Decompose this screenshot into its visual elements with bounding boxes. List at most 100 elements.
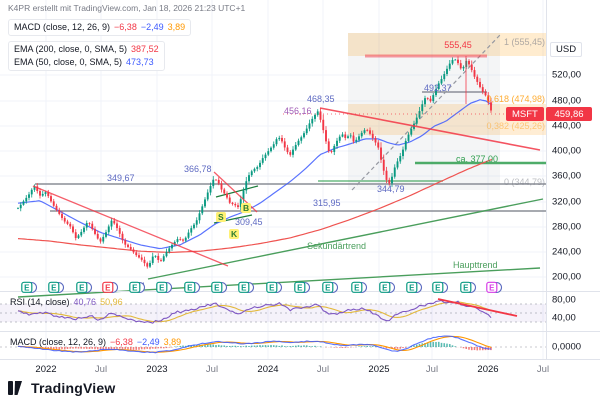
svg-text:E: E (159, 283, 165, 292)
marker-s[interactable]: S (216, 212, 226, 222)
earnings-beat-icon[interactable]: E (21, 281, 39, 294)
price-tick: 240,00 (552, 246, 582, 258)
macd-signal-value: 3,89 (167, 22, 186, 32)
price-tick: 200,00 (552, 271, 582, 283)
tradingview-logo-text: TradingView (31, 380, 116, 396)
candles-layer (17, 56, 492, 269)
level-label-492[interactable]: 492,37 (424, 83, 452, 93)
ema50-line[interactable] (17, 99, 493, 250)
time-tick-year: 2026 (477, 364, 499, 375)
neckline-a[interactable] (215, 185, 259, 198)
svg-text:E: E (382, 283, 388, 292)
level-label-555[interactable]: 555,45 (444, 40, 472, 50)
trend-label-haupt[interactable]: Haupttrend (453, 260, 498, 270)
levels-layer (17, 34, 546, 298)
price-axis[interactable]: USD 459,86 520,00 480,00 440,00 400,00 360,0… (546, 0, 600, 360)
price-tick: 320,00 (552, 196, 582, 208)
ema50-legend-row[interactable]: EMA (50, close, 0, SMA, 5) 473,73 (14, 56, 159, 69)
time-tick-year: 2022 (35, 364, 57, 375)
fib-baseline-dashed[interactable] (351, 34, 501, 191)
trend-down-2022[interactable] (32, 185, 229, 267)
price-tick: 440,00 (552, 120, 582, 132)
macd-line[interactable] (17, 335, 492, 354)
marker-k[interactable]: K (229, 229, 240, 239)
earnings-beat-icon[interactable]: E (379, 281, 397, 294)
ema200-line[interactable] (17, 158, 493, 253)
earnings-beat-icon[interactable]: E (156, 281, 174, 294)
fib-label-0382[interactable]: 0,382 (425,26) (486, 121, 545, 131)
chart-attribution: K4PR erstellt mit TradingView.com, Jan 1… (8, 3, 246, 13)
trendlines-layer (32, 54, 546, 317)
ema-legend[interactable]: EMA (200, close, 0, SMA, 5) 387,52 EMA (5… (8, 41, 165, 71)
rsi-trend-red[interactable] (437, 298, 518, 317)
fib-label-1[interactable]: 1 (555,45) (503, 37, 545, 47)
svg-text:E: E (187, 283, 193, 292)
svg-text:E: E (435, 283, 441, 292)
level-label-377[interactable]: ca. 377,00 (456, 154, 499, 164)
rsi-line[interactable] (17, 299, 492, 324)
level-label-344[interactable]: 344,79 (377, 184, 405, 194)
earnings-beat-icon[interactable]: E (184, 281, 202, 294)
ema200-legend-row[interactable]: EMA (200, close, 0, SMA, 5) 387,52 (14, 43, 159, 56)
time-tick-year: 2025 (368, 364, 390, 375)
earnings-beat-icon[interactable]: E (266, 281, 284, 294)
trend-down-2024[interactable] (319, 107, 541, 151)
svg-text:E: E (24, 283, 30, 292)
earnings-beat-icon[interactable]: E (432, 281, 450, 294)
ema-layer (17, 99, 493, 253)
fib-zone-top[interactable] (348, 33, 546, 56)
rsi-legend[interactable]: RSI (14, close) 40,76 50,96 (10, 296, 123, 308)
svg-text:E: E (214, 283, 220, 292)
earnings-beat-icon[interactable]: E (460, 281, 478, 294)
earnings-beat-icon[interactable]: E (211, 281, 229, 294)
macd-value: −2,49 (140, 22, 164, 32)
svg-text:E: E (463, 283, 469, 292)
tradingview-logo[interactable]: TradingView (8, 380, 115, 396)
fib-label-0[interactable]: 0 (344,79) (503, 177, 545, 187)
earnings-beat-icon[interactable]: E (48, 281, 66, 294)
sekundaertrend-line[interactable] (147, 198, 544, 280)
earnings-beat-icon[interactable]: E (322, 281, 340, 294)
ema50-title: EMA (50, close, 0, SMA, 5) (14, 57, 123, 67)
earnings-miss-icon[interactable]: E (102, 281, 120, 294)
rsi-ma-value: 50,96 (100, 297, 123, 307)
time-tick-month: Jul (94, 364, 108, 375)
svg-text:E: E (297, 283, 303, 292)
macd-legend-top[interactable]: MACD (close, 12, 26, 9) −6,38 −2,49 3,89 (8, 19, 192, 36)
ema200-value: 387,52 (131, 44, 159, 54)
symbol-price-tag: MSFT (506, 107, 544, 121)
svg-text:E: E (132, 283, 138, 292)
ema200-title: EMA (200, close, 0, SMA, 5) (14, 44, 128, 54)
price-tick: 480,00 (552, 95, 582, 107)
level-label-366[interactable]: 366,78 (184, 164, 212, 174)
earnings-beat-icon[interactable]: E (129, 281, 147, 294)
macd-pane-hist-value: −6,38 (110, 337, 133, 347)
earnings-beat-icon[interactable]: E (294, 281, 312, 294)
time-tick-month: Jul (536, 364, 550, 375)
svg-text:E: E (354, 283, 360, 292)
svg-text:E: E (105, 283, 111, 292)
earnings-beat-icon[interactable]: E (238, 281, 256, 294)
level-label-349[interactable]: 349,67 (107, 173, 135, 183)
marker-b[interactable]: B (241, 203, 252, 213)
macd-pane-title: MACD (close, 12, 26, 9) (10, 337, 107, 347)
earnings-beat-icon[interactable]: E (351, 281, 369, 294)
macd-legend-pane[interactable]: MACD (close, 12, 26, 9) −6,38 −2,49 3,89 (10, 336, 181, 348)
fib-label-0618[interactable]: 0,618 (474,98) (486, 94, 545, 104)
svg-text:E: E (325, 283, 331, 292)
level-label-456[interactable]: 456,16 (284, 106, 312, 116)
svg-text:E: E (241, 283, 247, 292)
level-label-468[interactable]: 468,35 (307, 94, 335, 104)
ema50-value: 473,73 (126, 57, 154, 67)
level-label-315[interactable]: 315,95 (313, 198, 341, 208)
earnings-beat-icon[interactable]: E (406, 281, 424, 294)
rsi-ma-line[interactable] (17, 301, 492, 323)
level-label-309[interactable]: 309,45 (235, 217, 263, 227)
trend-label-sekundaer[interactable]: Sekundärtrend (307, 241, 367, 251)
macd-signal-line[interactable] (17, 335, 492, 353)
earnings-beat-icon[interactable]: E (76, 281, 94, 294)
earnings-upcoming-icon[interactable]: E (486, 281, 504, 294)
time-tick-year: 2023 (146, 364, 168, 375)
time-axis[interactable]: 2022 Jul 2023 Jul 2024 Jul 2025 Jul 2026 Jul (0, 360, 600, 378)
